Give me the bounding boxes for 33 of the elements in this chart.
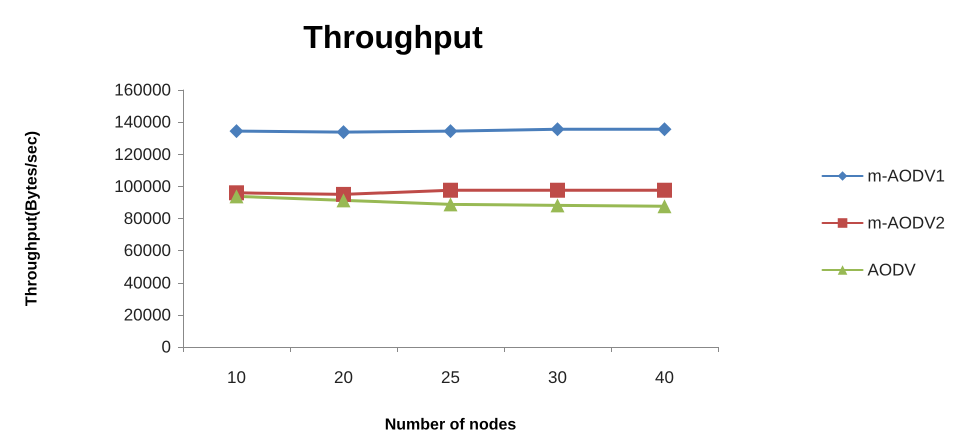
y-tick-label: 160000 — [114, 80, 171, 100]
legend-label: m-AODV2 — [868, 214, 946, 232]
y-tick-label: 40000 — [124, 273, 171, 292]
point — [336, 193, 350, 208]
point — [230, 189, 244, 204]
point — [444, 197, 458, 212]
y-tick-label: 0 — [162, 338, 171, 356]
y-tick-label: 140000 — [114, 112, 171, 132]
legend-label: m-AODV1 — [868, 166, 946, 186]
y-tick-label: 120000 — [114, 144, 171, 164]
point — [550, 198, 564, 212]
point — [550, 182, 565, 198]
y-tick-label: 60000 — [124, 241, 171, 260]
point — [658, 122, 672, 136]
y-axis-title: Throughput(Bytes/sec) — [24, 130, 40, 306]
point — [658, 199, 672, 214]
x-tick-label: 20 — [334, 368, 353, 387]
point — [336, 125, 350, 140]
y-tick-label: 100000 — [114, 176, 171, 196]
chart-title: Throughput — [303, 19, 484, 55]
x-tick-label: 25 — [441, 368, 460, 387]
x-axis-title: Number of nodes — [384, 416, 516, 434]
x-tick-label: 10 — [227, 368, 246, 387]
y-tick-label: 80000 — [124, 209, 171, 228]
point — [444, 124, 458, 138]
x-tick-label: 40 — [655, 368, 674, 387]
point — [443, 182, 458, 198]
point — [230, 124, 244, 138]
y-tick-label: 20000 — [124, 305, 171, 324]
point — [550, 122, 564, 136]
point — [657, 182, 672, 198]
x-tick-label: 30 — [548, 368, 567, 387]
legend-label: AODV — [868, 260, 916, 280]
